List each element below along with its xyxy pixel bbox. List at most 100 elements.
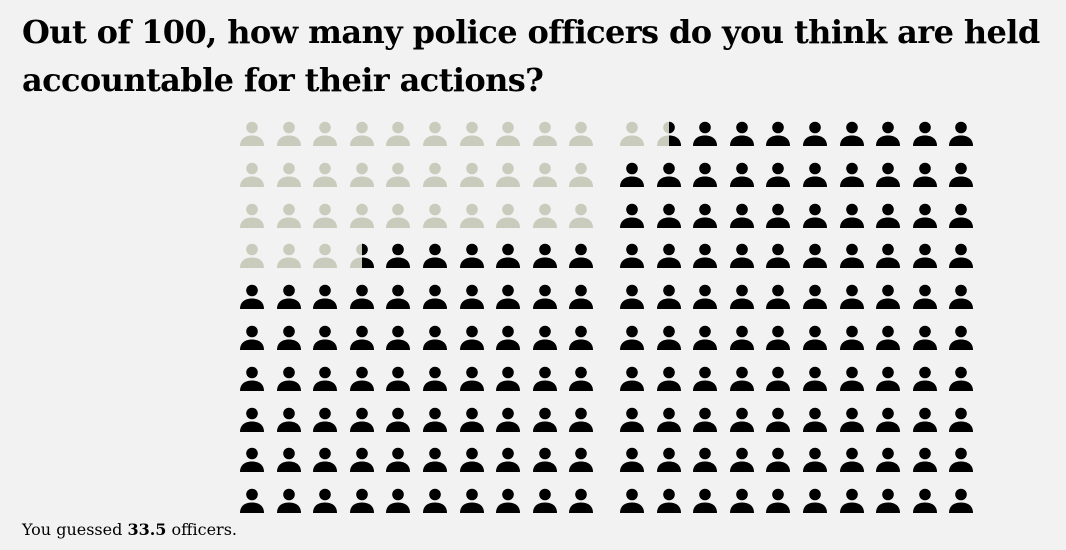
person-icon xyxy=(803,488,827,514)
person-icon xyxy=(656,162,681,187)
person-icon xyxy=(459,407,484,432)
person-icon xyxy=(240,203,264,228)
person-icon xyxy=(803,407,827,432)
person-icon xyxy=(656,488,681,514)
person-icon xyxy=(620,121,644,146)
person-icon xyxy=(656,325,681,350)
person-icon xyxy=(349,448,374,473)
person-icon xyxy=(912,366,937,391)
person-icon xyxy=(423,203,447,228)
person-icon xyxy=(532,284,557,310)
person-icon xyxy=(423,244,447,269)
person-icon xyxy=(620,366,644,391)
person-icon xyxy=(876,488,901,514)
person-icon xyxy=(459,366,484,391)
person-icon xyxy=(912,162,937,187)
person-icon xyxy=(496,448,521,473)
person-icon xyxy=(569,203,594,228)
person-icon xyxy=(313,284,338,310)
person-icon xyxy=(766,203,791,228)
person-icon xyxy=(803,448,827,473)
person-icon xyxy=(839,284,864,310)
person-icon xyxy=(620,407,644,432)
person-icon xyxy=(240,448,264,473)
person-icon xyxy=(876,203,901,228)
person-icon xyxy=(349,407,374,432)
person-icon xyxy=(876,325,901,350)
person-icon xyxy=(459,488,484,514)
person-icon xyxy=(496,203,521,228)
guess-result: You guessed 33.5 officers. xyxy=(22,519,237,541)
person-icon xyxy=(349,244,374,269)
person-icon xyxy=(839,121,864,146)
person-icon xyxy=(729,325,754,350)
person-icon xyxy=(839,203,864,228)
person-icon xyxy=(240,162,264,187)
person-icon xyxy=(656,448,681,473)
person-icon xyxy=(386,407,411,432)
person-icon xyxy=(349,366,374,391)
person-icon xyxy=(386,203,411,228)
person-icon xyxy=(276,203,301,228)
person-icon xyxy=(349,203,374,228)
person-icon xyxy=(496,244,521,269)
person-icon xyxy=(532,325,557,350)
person-icon xyxy=(803,162,827,187)
person-icon xyxy=(313,162,338,187)
person-icon xyxy=(459,244,484,269)
person-icon xyxy=(496,488,521,514)
person-icon xyxy=(693,325,718,350)
person-icon xyxy=(532,244,557,269)
person-icon xyxy=(839,366,864,391)
person-icon xyxy=(459,325,484,350)
person-icon xyxy=(876,284,901,310)
person-icon xyxy=(766,488,791,514)
person-icon xyxy=(876,244,901,269)
person-icon xyxy=(949,488,974,514)
person-icon xyxy=(729,448,754,473)
person-icon xyxy=(423,366,447,391)
person-icon xyxy=(423,488,447,514)
person-icon xyxy=(656,244,681,269)
person-icon xyxy=(569,162,594,187)
person-icon xyxy=(620,244,644,269)
person-icon xyxy=(240,325,264,350)
person-icon xyxy=(766,448,791,473)
person-icon xyxy=(839,488,864,514)
person-icon xyxy=(766,407,791,432)
person-icon xyxy=(569,325,594,350)
person-icon xyxy=(240,244,264,269)
person-icon xyxy=(693,407,718,432)
person-icon xyxy=(912,244,937,269)
person-icon xyxy=(496,162,521,187)
person-icon xyxy=(496,121,521,146)
person-icon xyxy=(313,366,338,391)
person-icon xyxy=(459,162,484,187)
person-icon xyxy=(459,284,484,310)
person-icon xyxy=(620,325,644,350)
person-icon xyxy=(693,162,718,187)
person-icon xyxy=(240,407,264,432)
person-icon xyxy=(569,244,594,269)
person-icon xyxy=(423,325,447,350)
person-icon xyxy=(349,121,374,146)
person-icon xyxy=(386,121,411,146)
person-icon xyxy=(656,284,681,310)
guess-result-value: 33.5 xyxy=(127,520,167,539)
pictograph-guess xyxy=(235,118,594,514)
person-icon xyxy=(569,448,594,473)
person-icon xyxy=(496,325,521,350)
person-icon xyxy=(803,203,827,228)
person-icon xyxy=(276,244,301,269)
person-icon xyxy=(459,448,484,473)
person-icon xyxy=(729,121,754,146)
question-title: Out of 100, how many police officers do … xyxy=(22,13,1040,99)
person-icon xyxy=(532,448,557,473)
person-icon xyxy=(693,284,718,310)
guess-result-prefix: You guessed xyxy=(22,520,128,539)
person-icon xyxy=(766,244,791,269)
person-icon xyxy=(876,162,901,187)
person-icon xyxy=(839,325,864,350)
person-icon xyxy=(620,488,644,514)
person-icon xyxy=(240,366,264,391)
